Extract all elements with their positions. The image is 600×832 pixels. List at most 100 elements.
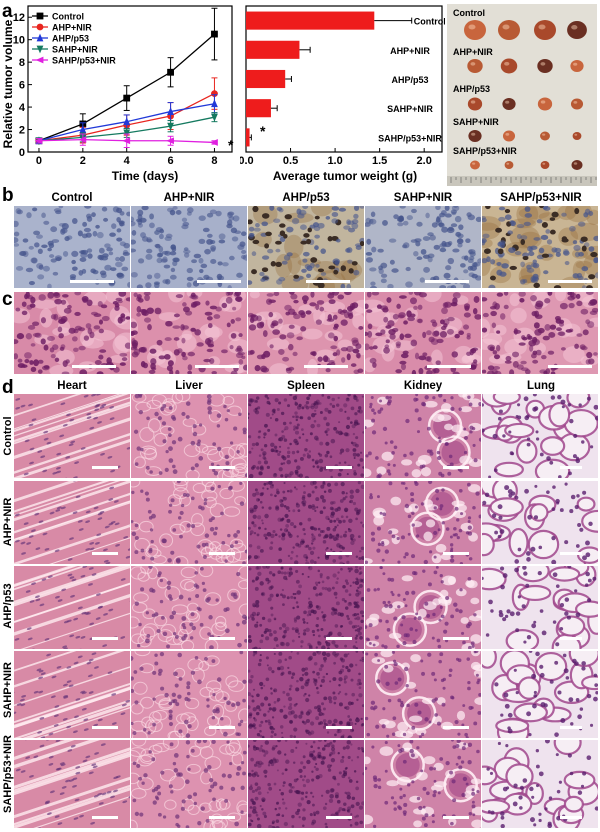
he-tumor-image-ahp-nir (131, 292, 247, 374)
line-data-point (210, 139, 218, 146)
line-data-point (78, 136, 87, 144)
organ-image-liver-row1 (131, 481, 247, 564)
organ-label-kidney: Kidney (403, 380, 443, 392)
tumor-weight-bar-chart: 0.0 0.5 1.0 1.5 2.0 Control AHP+NIR AHP/p53 SAH… (240, 5, 445, 183)
ihc-image-sahp-nir (365, 206, 481, 288)
legend-swatch-marker (36, 33, 44, 42)
scale-bar (209, 466, 235, 469)
col-label-b-control: Control (51, 192, 93, 204)
line-data-point (167, 107, 174, 115)
ihc-image-control (14, 206, 130, 288)
row-label-ahp-nir: AHP+NIR (2, 497, 14, 547)
tumor-specimen (467, 97, 483, 111)
bar (246, 128, 250, 147)
tumor-specimen (502, 130, 516, 142)
line-data-point (122, 137, 131, 145)
bar-chart-xtick-label: 0.5 (283, 155, 298, 167)
scale-bar (326, 466, 352, 469)
panel-letter-a: a (2, 1, 13, 22)
scale-bar (560, 726, 582, 729)
scale-bar (92, 816, 118, 819)
organ-image-liver-row3 (131, 651, 247, 738)
line-series-2 (35, 94, 218, 145)
line-chart-xtick-label: 8 (211, 155, 217, 167)
tumor-specimen (470, 160, 480, 170)
bar-category-label: Control (414, 17, 445, 27)
line-chart-ytick-label: 8 (19, 57, 25, 69)
he-tumor-image-ahp-p53 (248, 292, 364, 374)
bar-chart-xlabel: Average tumor weight (g) (273, 169, 417, 183)
tumor-highlight (470, 62, 476, 66)
line-chart-xtick-label: 2 (80, 155, 86, 167)
legend-swatch-marker (35, 56, 44, 64)
line-chart-ytick-label: 12 (13, 12, 25, 24)
line-chart-ytick-label: 0 (19, 147, 25, 159)
line-data-point (211, 30, 218, 38)
legend-entry: SAHP+NIR (52, 45, 98, 55)
scale-bar (443, 726, 469, 729)
row-label-sahp-p53-nir: SAHP/p53+NIR (2, 735, 14, 813)
bar (246, 40, 300, 59)
organ-image-spleen-row2 (248, 566, 364, 649)
he-tumor-image-sahp-p53-nir (482, 292, 598, 374)
bar-category-label: SAHP+NIR (387, 104, 433, 114)
line-data-point (167, 68, 174, 76)
scale-bar (560, 552, 582, 555)
line-data-point (79, 125, 87, 133)
tumor-highlight (468, 24, 476, 30)
line-data-point (167, 122, 174, 131)
line-chart-ylabel: Relative tumor volume (1, 19, 15, 148)
legend-swatch-marker (36, 45, 44, 54)
tumor-specimen (570, 60, 584, 72)
tumor-specimen (540, 131, 550, 141)
legend-swatch-marker (36, 12, 44, 20)
scale-bar (326, 726, 352, 729)
tumor-highlight (538, 24, 546, 30)
line-chart-ytick-label: 4 (19, 102, 26, 114)
line-chart-xlabel: Time (days) (112, 169, 178, 183)
row-label-control: Control (2, 416, 14, 456)
scale-bar (92, 466, 118, 469)
legend-swatch-marker (36, 23, 44, 31)
legend-entry: AHP+NIR (52, 23, 92, 33)
organ-image-liver-row0 (131, 394, 247, 478)
legend-entry: Control (52, 12, 84, 22)
organ-image-heart-row4 (14, 740, 130, 828)
organ-image-liver-row4 (131, 740, 247, 828)
organ-image-kidney-row0 (365, 394, 481, 478)
organ-image-heart-row0 (14, 394, 130, 478)
tumor-highlight (573, 162, 578, 165)
he-tumor-image-sahp-nir (365, 292, 481, 374)
tumor-specimen (502, 98, 516, 110)
bar-category-label: AHP+NIR (390, 46, 430, 56)
tumor-highlight (574, 133, 578, 136)
bar-chart-significance-star: * (260, 123, 266, 139)
panel-letter-b: b (2, 185, 14, 206)
line-chart-xtick-label: 0 (36, 155, 42, 167)
tumor-specimen (467, 59, 483, 73)
scale-bar (443, 466, 469, 469)
bar (246, 11, 375, 30)
tumor-highlight (573, 100, 578, 104)
panel-letter-c: c (2, 289, 13, 310)
line-data-point (211, 90, 218, 97)
scale-bar (326, 637, 352, 640)
bar-chart-xtick-label: 0.0 (240, 155, 254, 167)
tumor-specimen (567, 21, 587, 39)
organ-image-lung-row0 (482, 394, 598, 478)
organ-label-heart: Heart (57, 380, 87, 392)
ihc-image-ahp-nir (131, 206, 247, 288)
tumor-highlight (573, 62, 578, 66)
line-data-point (123, 129, 131, 138)
organ-image-spleen-row4 (248, 740, 364, 828)
line-data-point (166, 137, 174, 145)
line-data-point (123, 94, 131, 102)
tumor-specimen (537, 59, 553, 73)
organ-label-spleen: Spleen (287, 380, 325, 392)
line-series-4 (34, 133, 218, 149)
tumor-highlight (540, 100, 546, 104)
tumor-specimen (464, 20, 486, 40)
line-chart-xtick-label: 4 (124, 155, 131, 167)
tumor-highlight (542, 133, 546, 136)
tumor-specimen (540, 161, 550, 169)
